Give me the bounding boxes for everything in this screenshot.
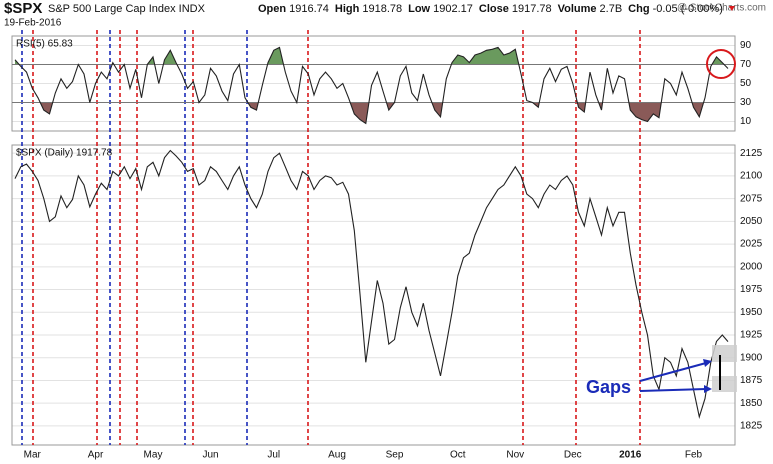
y-tick-label: 2075 xyxy=(740,193,763,204)
y-tick-label: 70 xyxy=(740,59,752,70)
price-line xyxy=(14,46,729,125)
panel-legend: $SPX (Daily) 1917.78 xyxy=(16,148,113,159)
date: 19-Feb-2016 xyxy=(4,18,62,29)
x-tick-label: Oct xyxy=(450,450,466,461)
source: @ StockCharts.com xyxy=(677,3,766,14)
gap-annotation xyxy=(639,49,737,393)
y-tick-label: 1825 xyxy=(740,421,763,432)
x-tick-label: Nov xyxy=(506,450,524,461)
y-tick-label: 1875 xyxy=(740,375,763,386)
y-tick-label: 50 xyxy=(740,78,752,89)
oversold-fill xyxy=(15,102,728,124)
index-name: S&P 500 Large Cap Index INDX xyxy=(48,3,206,15)
x-tick-label: Mar xyxy=(24,450,42,461)
event-lines xyxy=(21,30,641,445)
quote-label: Volume xyxy=(558,3,597,15)
x-tick-label: 2016 xyxy=(619,450,642,461)
price-panel xyxy=(11,144,736,446)
y-tick-label: 2000 xyxy=(740,261,763,272)
x-tick-label: Jun xyxy=(202,450,218,461)
x-tick-label: Aug xyxy=(328,450,346,461)
quote-label: High xyxy=(335,3,360,15)
rsi-panel xyxy=(11,35,736,132)
y-tick-label: 2125 xyxy=(740,148,763,159)
y-tick-label: 1950 xyxy=(740,307,763,318)
quote-value: 1916.74 xyxy=(289,3,329,15)
y-tick-label: 90 xyxy=(740,40,752,51)
y-tick-label: 1925 xyxy=(740,330,763,341)
x-tick-label: May xyxy=(144,450,163,461)
price-line xyxy=(14,149,729,419)
quote-label: Chg xyxy=(628,3,649,15)
down-arrow xyxy=(728,6,735,11)
quote-label: Close xyxy=(479,3,509,15)
x-tick-label: Apr xyxy=(88,450,104,461)
y-tick-label: 1900 xyxy=(740,352,763,363)
y-tick-label: 2100 xyxy=(740,171,763,182)
x-tick-label: Jul xyxy=(267,450,280,461)
quote-value: -0.05 (-0.00%) xyxy=(653,3,723,15)
symbol: $SPX xyxy=(4,0,42,17)
y-tick-label: 1975 xyxy=(740,284,763,295)
quote-label: Open xyxy=(258,3,286,15)
quote-value: 1917.78 xyxy=(512,3,552,15)
y-tick-label: 10 xyxy=(740,116,752,127)
quote-value: 1902.17 xyxy=(433,3,473,15)
x-tick-label: Dec xyxy=(564,450,582,461)
panel-legend: RSI(5) 65.83 xyxy=(16,39,73,50)
quote-label: Low xyxy=(408,3,430,15)
annotation: Gaps xyxy=(586,377,631,397)
x-tick-label: Feb xyxy=(685,450,703,461)
y-tick-label: 30 xyxy=(740,97,752,108)
quote-value: 1918.78 xyxy=(362,3,402,15)
y-tick-label: 1850 xyxy=(740,398,763,409)
y-tick-label: 2025 xyxy=(740,239,763,250)
y-tick-label: 2050 xyxy=(740,216,763,227)
x-tick-label: Sep xyxy=(386,450,404,461)
quote-value: 2.7B xyxy=(600,3,623,15)
